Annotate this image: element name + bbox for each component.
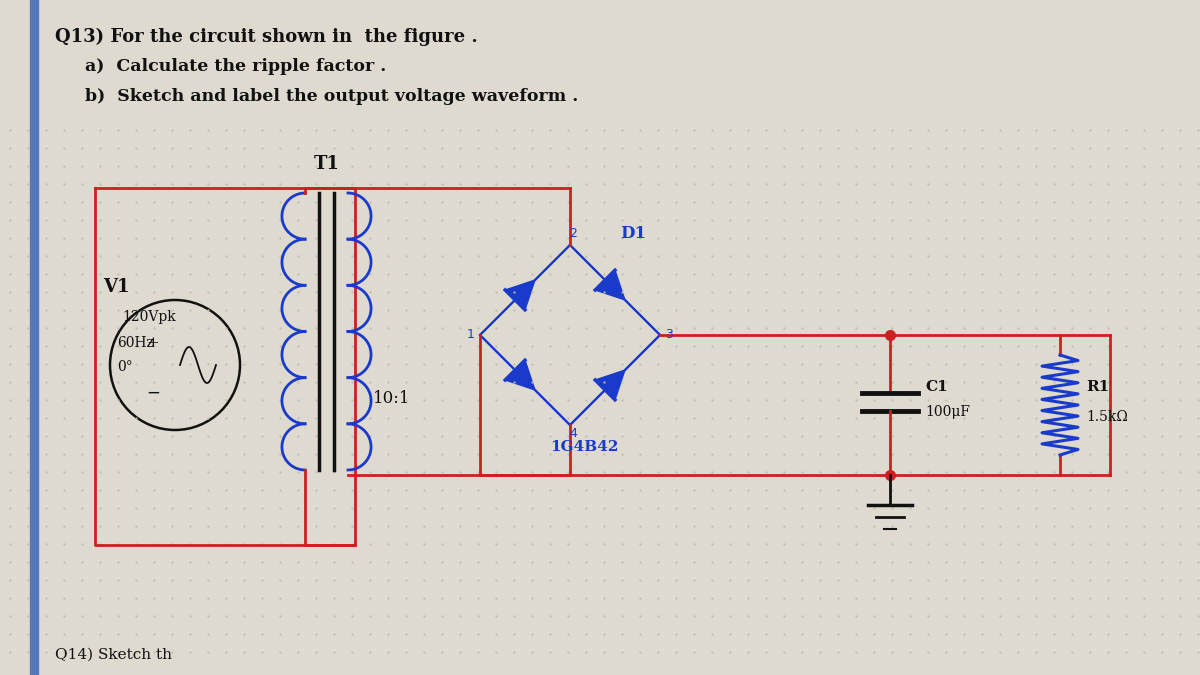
Text: V1: V1 <box>103 278 130 296</box>
Text: 120Vpk: 120Vpk <box>122 310 175 324</box>
Text: 0°: 0° <box>118 360 133 374</box>
Text: 60Hz: 60Hz <box>118 336 154 350</box>
Text: Q13) For the circuit shown in  the figure .: Q13) For the circuit shown in the figure… <box>55 28 478 47</box>
Text: T1: T1 <box>313 155 340 173</box>
Text: 3: 3 <box>665 329 673 342</box>
Text: Q14) Sketch th: Q14) Sketch th <box>55 648 172 662</box>
Text: 100μF: 100μF <box>925 405 970 419</box>
Text: b)  Sketch and label the output voltage waveform .: b) Sketch and label the output voltage w… <box>85 88 578 105</box>
Text: R1: R1 <box>1086 380 1109 394</box>
Text: +: + <box>146 336 160 350</box>
Text: −: − <box>146 384 160 402</box>
Text: a)  Calculate the ripple factor .: a) Calculate the ripple factor . <box>85 58 386 75</box>
Text: 1.5kΩ: 1.5kΩ <box>1086 410 1128 424</box>
Text: C1: C1 <box>925 380 948 394</box>
Polygon shape <box>595 370 625 400</box>
Text: 1: 1 <box>467 329 475 342</box>
Text: 10:1: 10:1 <box>373 390 410 407</box>
Text: 2: 2 <box>569 227 577 240</box>
Polygon shape <box>505 360 535 390</box>
Text: 4: 4 <box>569 427 577 440</box>
Text: D1: D1 <box>620 225 646 242</box>
Polygon shape <box>595 270 625 300</box>
Bar <box>30 0 38 675</box>
Text: 1G4B42: 1G4B42 <box>550 440 618 454</box>
Polygon shape <box>505 280 535 310</box>
